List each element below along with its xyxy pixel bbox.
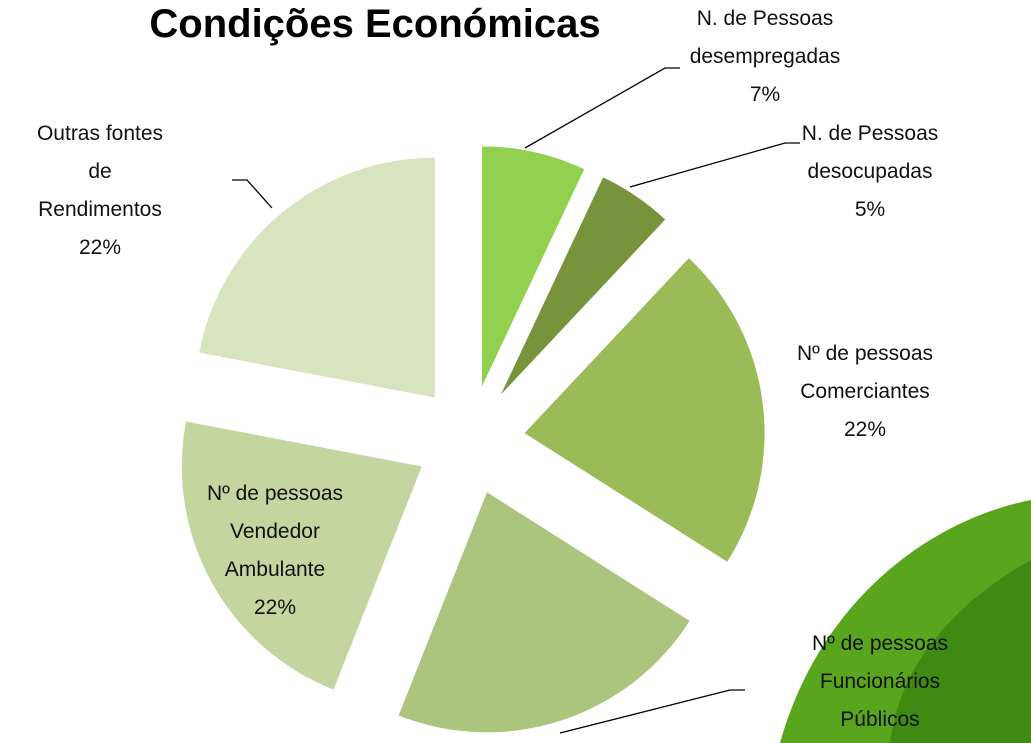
category-label: Nº de pessoas Vendedor Ambulante [206, 482, 344, 581]
pie-slice [524, 258, 765, 562]
pie-slice [181, 421, 422, 690]
pie-slice [481, 146, 585, 387]
slice-label: N. de Pessoas desempregadas 7% [690, 0, 841, 114]
chart-title: Condições Económicas [149, 2, 601, 46]
category-label: Nº de pessoas Comerciantes [796, 342, 934, 403]
leader-line [629, 142, 800, 188]
leader-line [524, 67, 680, 149]
category-label: N. de Pessoas desempregadas [689, 7, 841, 68]
value-label: 22% [253, 596, 297, 619]
slice-label: Nº de pessoas Vendedor Ambulante 22% [207, 475, 343, 627]
slice-label: Outras fontes de Rendimentos 22% [37, 115, 163, 267]
value-label: 5% [854, 198, 886, 221]
category-label: N. de Pessoas desocupadas [801, 122, 939, 183]
pie-slice [398, 492, 690, 733]
pie-slice [199, 157, 435, 398]
category-label: Nº de pessoas Funcionários Públicos [811, 632, 949, 731]
value-label: 22% [805, 739, 956, 743]
slice-label: Nº de pessoas Comerciantes 22% [797, 335, 933, 449]
decor-swoosh-dark [890, 560, 1031, 743]
pie-slice [500, 177, 666, 395]
slice-label: Nº de pessoas Funcionários Públicos 22% [805, 625, 956, 743]
value-label: 22% [843, 418, 887, 441]
value-label: 22% [78, 236, 122, 259]
slice-label: N. de Pessoas desocupadas 5% [802, 115, 939, 229]
leader-line [232, 179, 273, 209]
category-label: Outras fontes de Rendimentos [36, 122, 164, 221]
leader-line [559, 689, 745, 734]
value-label: 7% [749, 83, 781, 106]
